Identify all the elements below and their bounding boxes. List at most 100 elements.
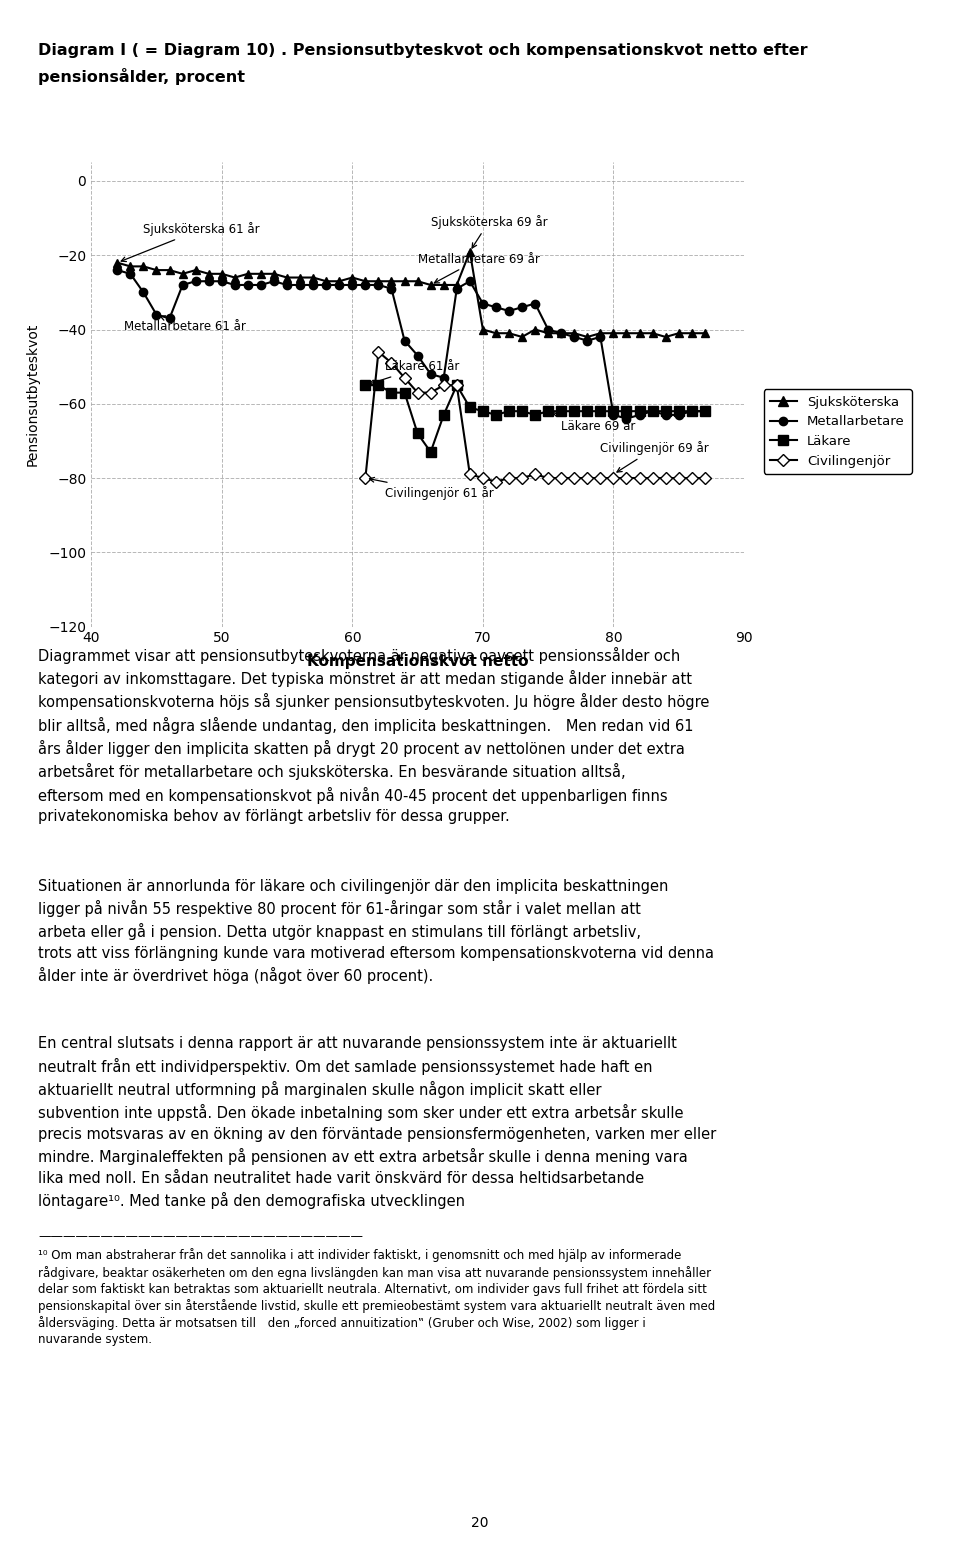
- Metallarbetare: [229, 275, 241, 294]
- Sjuksköterska: [686, 323, 698, 342]
- Metallarbetare: [529, 294, 540, 312]
- Metallarbetare: [307, 275, 319, 294]
- Sjuksköterska: [347, 268, 358, 286]
- Sjuksköterska: [295, 268, 306, 286]
- Sjuksköterska: [582, 328, 593, 347]
- Civilingenjör: [582, 469, 593, 487]
- Sjuksköterska: [307, 268, 319, 286]
- Metallarbetare: [321, 275, 332, 294]
- Metallarbetare: [542, 320, 554, 339]
- Metallarbetare: [151, 305, 162, 323]
- Metallarbetare: [516, 299, 528, 317]
- Text: Civilingenjör 69 år: Civilingenjör 69 år: [600, 441, 709, 472]
- Civilingenjör: [673, 469, 684, 487]
- Sjuksköterska: [386, 272, 397, 291]
- Text: En central slutsats i denna rapport är att nuvarande pensionssystem inte är aktu: En central slutsats i denna rapport är a…: [38, 1036, 717, 1208]
- Läkare: [529, 405, 540, 424]
- Sjuksköterska: [321, 272, 332, 291]
- Läkare: [412, 424, 423, 442]
- Line: Metallarbetare: Metallarbetare: [113, 266, 709, 422]
- Läkare: [594, 402, 606, 421]
- Sjuksköterska: [190, 261, 202, 280]
- Metallarbetare: [372, 275, 384, 294]
- Sjuksköterska: [372, 272, 384, 291]
- Sjuksköterska: [164, 261, 176, 280]
- Sjuksköterska: [216, 265, 228, 283]
- Läkare: [568, 402, 580, 421]
- Civilingenjör: [647, 469, 659, 487]
- Läkare: [673, 402, 684, 421]
- Civilingenjör: [608, 469, 619, 487]
- Sjuksköterska: [621, 323, 633, 342]
- Metallarbetare: [216, 272, 228, 291]
- Line: Sjuksköterska: Sjuksköterska: [113, 248, 709, 340]
- Metallarbetare: [477, 294, 489, 312]
- Text: Sjuksköterska 69 år: Sjuksköterska 69 år: [431, 215, 547, 248]
- Metallarbetare: [125, 265, 136, 283]
- Läkare: [608, 402, 619, 421]
- Sjuksköterska: [594, 323, 606, 342]
- Metallarbetare: [347, 275, 358, 294]
- Sjuksköterska: [137, 257, 149, 275]
- Metallarbetare: [464, 272, 475, 291]
- Metallarbetare: [699, 402, 710, 421]
- Sjuksköterska: [177, 265, 188, 283]
- Civilingenjör: [425, 384, 437, 402]
- Metallarbetare: [111, 261, 123, 280]
- Civilingenjör: [660, 469, 671, 487]
- Sjuksköterska: [491, 323, 502, 342]
- Text: Metallarbetare 69 år: Metallarbetare 69 år: [418, 252, 540, 283]
- Läkare: [516, 402, 528, 421]
- Läkare: [634, 402, 645, 421]
- Sjuksköterska: [425, 275, 437, 294]
- Civilingenjör: [398, 368, 410, 387]
- Civilingenjör: [594, 469, 606, 487]
- Line: Läkare: Läkare: [361, 381, 709, 456]
- Metallarbetare: [451, 280, 463, 299]
- Text: Diagram I ( = Diagram 10) . Pensionsutbyteskvot och kompensationskvot netto efte: Diagram I ( = Diagram 10) . Pensionsutby…: [38, 43, 808, 59]
- Sjuksköterska: [660, 328, 671, 347]
- Läkare: [477, 402, 489, 421]
- Metallarbetare: [594, 328, 606, 347]
- Civilingenjör: [503, 469, 515, 487]
- Legend: Sjuksköterska, Metallarbetare, Läkare, Civilingenjör: Sjuksköterska, Metallarbetare, Läkare, C…: [763, 390, 912, 473]
- Sjuksköterska: [151, 261, 162, 280]
- Sjuksköterska: [634, 323, 645, 342]
- Metallarbetare: [398, 331, 410, 350]
- Läkare: [438, 405, 449, 424]
- Metallarbetare: [333, 275, 345, 294]
- Sjuksköterska: [333, 272, 345, 291]
- Metallarbetare: [556, 323, 567, 342]
- Civilingenjör: [451, 376, 463, 394]
- Metallarbetare: [673, 405, 684, 424]
- Metallarbetare: [177, 275, 188, 294]
- Civilingenjör: [686, 469, 698, 487]
- Sjuksköterska: [451, 275, 463, 294]
- Metallarbetare: [137, 283, 149, 302]
- Civilingenjör: [568, 469, 580, 487]
- Läkare: [686, 402, 698, 421]
- Metallarbetare: [582, 331, 593, 350]
- Metallarbetare: [281, 275, 293, 294]
- Läkare: [360, 376, 372, 394]
- Läkare: [660, 402, 671, 421]
- Civilingenjör: [516, 469, 528, 487]
- Metallarbetare: [425, 365, 437, 384]
- Civilingenjör: [556, 469, 567, 487]
- Text: Läkare 61 år: Läkare 61 år: [370, 360, 459, 385]
- Text: pensionsålder, procent: pensionsålder, procent: [38, 68, 246, 85]
- Text: Diagrammet visar att pensionsutbyteskvoterna är negativa oavsett pensionssålder : Diagrammet visar att pensionsutbyteskvot…: [38, 647, 709, 825]
- Metallarbetare: [568, 328, 580, 347]
- Sjuksköterska: [608, 323, 619, 342]
- Metallarbetare: [360, 275, 372, 294]
- Metallarbetare: [491, 299, 502, 317]
- Sjuksköterska: [360, 272, 372, 291]
- Civilingenjör: [529, 466, 540, 484]
- Civilingenjör: [634, 469, 645, 487]
- Sjuksköterska: [516, 328, 528, 347]
- Läkare: [386, 384, 397, 402]
- Civilingenjör: [372, 342, 384, 360]
- Metallarbetare: [647, 402, 659, 421]
- Sjuksköterska: [647, 323, 659, 342]
- Civilingenjör: [699, 469, 710, 487]
